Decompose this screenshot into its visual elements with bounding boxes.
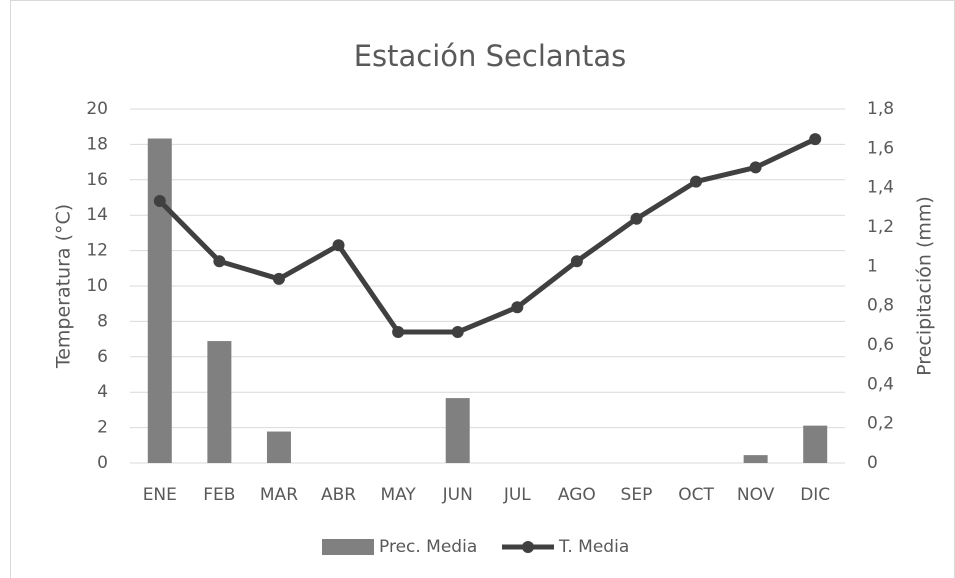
marker [213, 255, 226, 268]
y2-tick-label: 1 [867, 256, 878, 276]
y-tick-label: 8 [97, 311, 108, 331]
y2-tick-label: 1,6 [867, 138, 894, 158]
y-tick-label: 10 [86, 276, 108, 296]
marker [451, 326, 464, 339]
bar [266, 431, 291, 463]
y-tick-label: 12 [86, 241, 108, 261]
y-tick-label: 4 [97, 382, 108, 402]
marker [332, 239, 345, 252]
marker [392, 326, 405, 339]
legend-marker [522, 541, 534, 553]
y2-axis-label: Precipitación (mm) [914, 196, 936, 376]
x-tick-label: ABR [321, 485, 356, 505]
y-tick-label: 0 [97, 453, 108, 473]
y2-tick-label: 0,6 [867, 335, 894, 355]
marker [690, 175, 703, 188]
y2-tick-label: 1,8 [867, 99, 894, 119]
y-tick-label: 14 [86, 205, 108, 225]
y2-tick-label: 0,8 [867, 296, 894, 316]
x-tick-label: FEB [203, 485, 235, 505]
x-tick-label: MAY [380, 485, 416, 505]
x-tick-label: OCT [678, 485, 714, 505]
y-tick-label: 20 [86, 99, 108, 119]
x-tick-label: JUN [442, 485, 473, 505]
x-tick-label: AGO [558, 485, 596, 505]
legend-label: T. Media [558, 537, 629, 557]
marker [272, 272, 285, 285]
legend-swatch [322, 539, 374, 555]
y2-tick-label: 0,4 [867, 374, 894, 394]
marker [749, 161, 762, 174]
bar [445, 398, 470, 463]
marker [153, 195, 166, 208]
marker [809, 133, 822, 146]
y-tick-label: 6 [97, 347, 108, 367]
x-tick-label: DIC [800, 485, 830, 505]
bar [803, 425, 828, 463]
y-axis-label: Temperatura (°C) [53, 204, 75, 369]
x-tick-label: SEP [621, 485, 653, 505]
x-tick-label: NOV [737, 485, 775, 505]
y-tick-label: 2 [97, 418, 108, 438]
y2-tick-label: 0 [867, 453, 878, 473]
y2-tick-label: 1,4 [867, 178, 894, 198]
marker [570, 255, 583, 268]
y2-tick-label: 1,2 [867, 217, 894, 237]
y-tick-label: 16 [86, 170, 108, 190]
x-tick-label: ENE [143, 485, 177, 505]
x-tick-label: MAR [260, 485, 298, 505]
bar [207, 341, 232, 463]
bar [147, 138, 172, 463]
marker [630, 212, 643, 225]
y-tick-label: 18 [86, 134, 108, 154]
line [158, 136, 817, 335]
x-tick-label: JUL [503, 485, 531, 505]
marker [511, 301, 524, 314]
y2-tick-label: 0,2 [867, 414, 894, 434]
bar [743, 455, 768, 463]
legend-label: Prec. Media [379, 537, 477, 557]
chart-title: Estación Seclantas [354, 39, 627, 73]
